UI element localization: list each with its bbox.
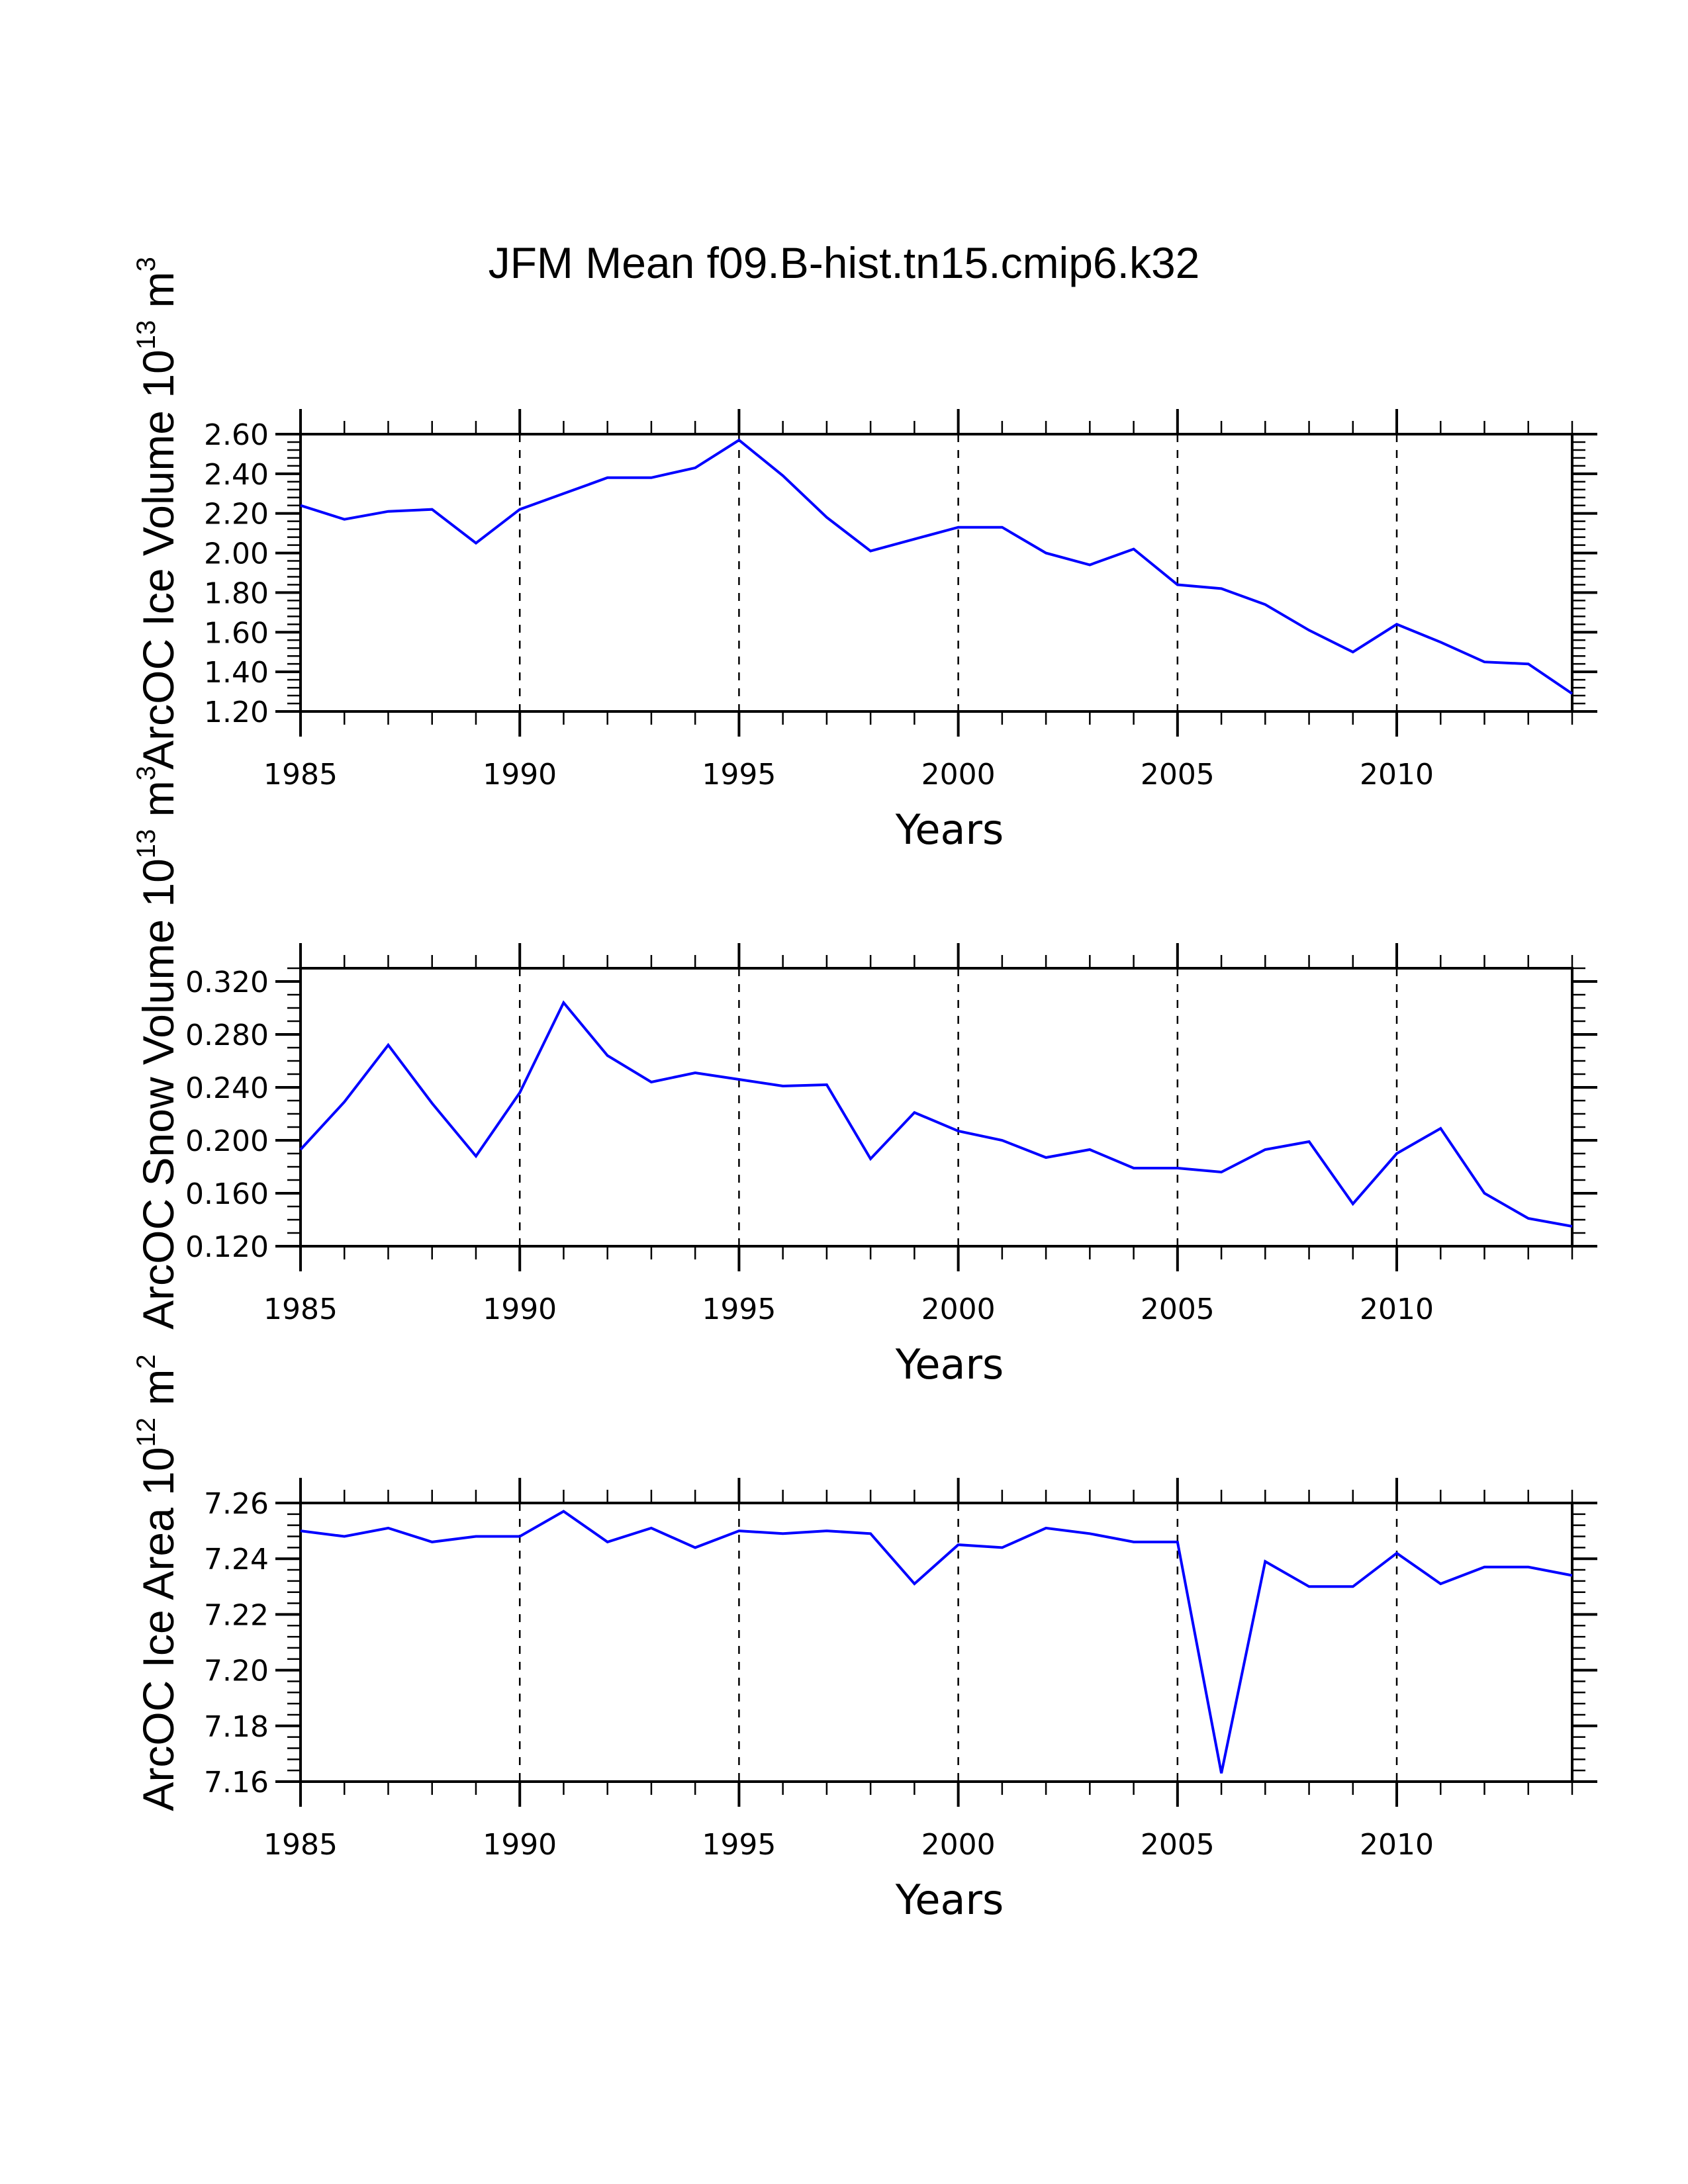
y-tick-label: 2.00 (204, 537, 269, 571)
y-label-exponent: 13 (132, 829, 161, 859)
y-axis-label: ArcOC Ice Area 1012 m2 (132, 1354, 183, 1811)
y-tick-label: 7.20 (204, 1655, 269, 1688)
y-tick-label: 0.280 (185, 1019, 269, 1052)
x-tick-label: 2000 (921, 1828, 996, 1862)
x-tick-label: 1990 (483, 1293, 557, 1326)
y-tick-label: 7.24 (204, 1543, 269, 1576)
y-label-unit: m (134, 780, 183, 829)
y-tick-label: 0.240 (185, 1071, 269, 1105)
x-tick-label: 2010 (1360, 758, 1434, 792)
series-line (300, 1510, 1573, 1774)
x-axis-label: Years (895, 805, 1004, 854)
y-tick-label: 2.60 (204, 418, 269, 452)
panel-1: 1985 1990 1995 2000 2005 2010 Years 1.20 1.40 1.6… (132, 257, 1597, 854)
y-tick-label: 0.120 (185, 1230, 269, 1264)
plot-frame (299, 433, 1573, 713)
x-tick-label: 2010 (1360, 1293, 1434, 1326)
y-label-unit: m (134, 271, 183, 320)
x-tick-label: 1985 (263, 1293, 338, 1326)
series-line (299, 1000, 1573, 1228)
plot-frame (299, 967, 1573, 1248)
y-axis-label: ArcOC Ice Volume 1013 m3 (132, 257, 183, 770)
y-label-text: ArcOC Ice Volume 10 (134, 349, 183, 770)
panels: 1985 1990 1995 2000 2005 2010 Years 1.20 1.40 1.6… (132, 257, 1597, 1924)
y-tick-label: 0.320 (185, 966, 269, 999)
y-tick-label: 2.20 (204, 498, 269, 531)
y-tick-label: 0.160 (185, 1177, 269, 1211)
x-tick-label: 1985 (263, 1828, 338, 1862)
figure-title: JFM Mean f09.B-hist.tn15.cmip6.k32 (489, 238, 1200, 287)
y-label-unit: m (134, 1369, 183, 1418)
x-tick-label: 1990 (483, 758, 557, 792)
x-tick-label: 1995 (702, 1828, 776, 1862)
y-label-exponent: 12 (132, 1418, 161, 1447)
x-tick-label: 1985 (263, 758, 338, 792)
y-label-text: ArcOC Ice Area 10 (134, 1447, 183, 1811)
x-tick-label: 1995 (702, 758, 776, 792)
y-tick-label: 1.20 (204, 696, 269, 729)
plot-frame (299, 1502, 1573, 1783)
y-tick-label: 0.200 (185, 1124, 269, 1158)
y-tick-label: 2.40 (204, 458, 269, 492)
y-tick-label: 1.60 (204, 616, 269, 650)
y-tick-label: 1.40 (204, 656, 269, 690)
y-tick-label: 1.80 (204, 576, 269, 610)
x-axis-label: Years (895, 1340, 1004, 1388)
y-tick-label: 7.26 (204, 1487, 269, 1521)
panel-2: 1985 1990 1995 2000 2005 2010 Years 0.120 0.160 0… (132, 766, 1597, 1388)
series-line (300, 438, 1573, 695)
y-tick-label: 7.16 (204, 1766, 269, 1799)
y-label-text: ArcOC Snow Volume 10 (134, 858, 183, 1330)
y-tick-label: 7.18 (204, 1710, 269, 1744)
y-label-unit-exponent: 3 (132, 257, 161, 271)
y-label-unit-exponent: 2 (132, 1354, 161, 1369)
x-tick-label: 2005 (1141, 1293, 1215, 1326)
y-tick-label: 7.22 (204, 1598, 269, 1632)
x-axis-label: Years (895, 1876, 1004, 1924)
x-tick-label: 1995 (702, 1293, 776, 1326)
panel-3: 1985 1990 1995 2000 2005 2010 Years 7.16 7.18 7.2… (132, 1354, 1597, 1924)
y-axis-label: ArcOC Snow Volume 1013 m3 (132, 766, 183, 1330)
x-tick-label: 1990 (483, 1828, 557, 1862)
x-tick-label: 2005 (1141, 1828, 1215, 1862)
y-label-unit-exponent: 3 (132, 766, 161, 780)
x-tick-label: 2010 (1360, 1828, 1434, 1862)
x-tick-label: 2000 (921, 758, 996, 792)
y-label-exponent: 13 (132, 320, 161, 350)
x-tick-label: 2005 (1141, 758, 1215, 792)
x-tick-label: 2000 (921, 1293, 996, 1326)
